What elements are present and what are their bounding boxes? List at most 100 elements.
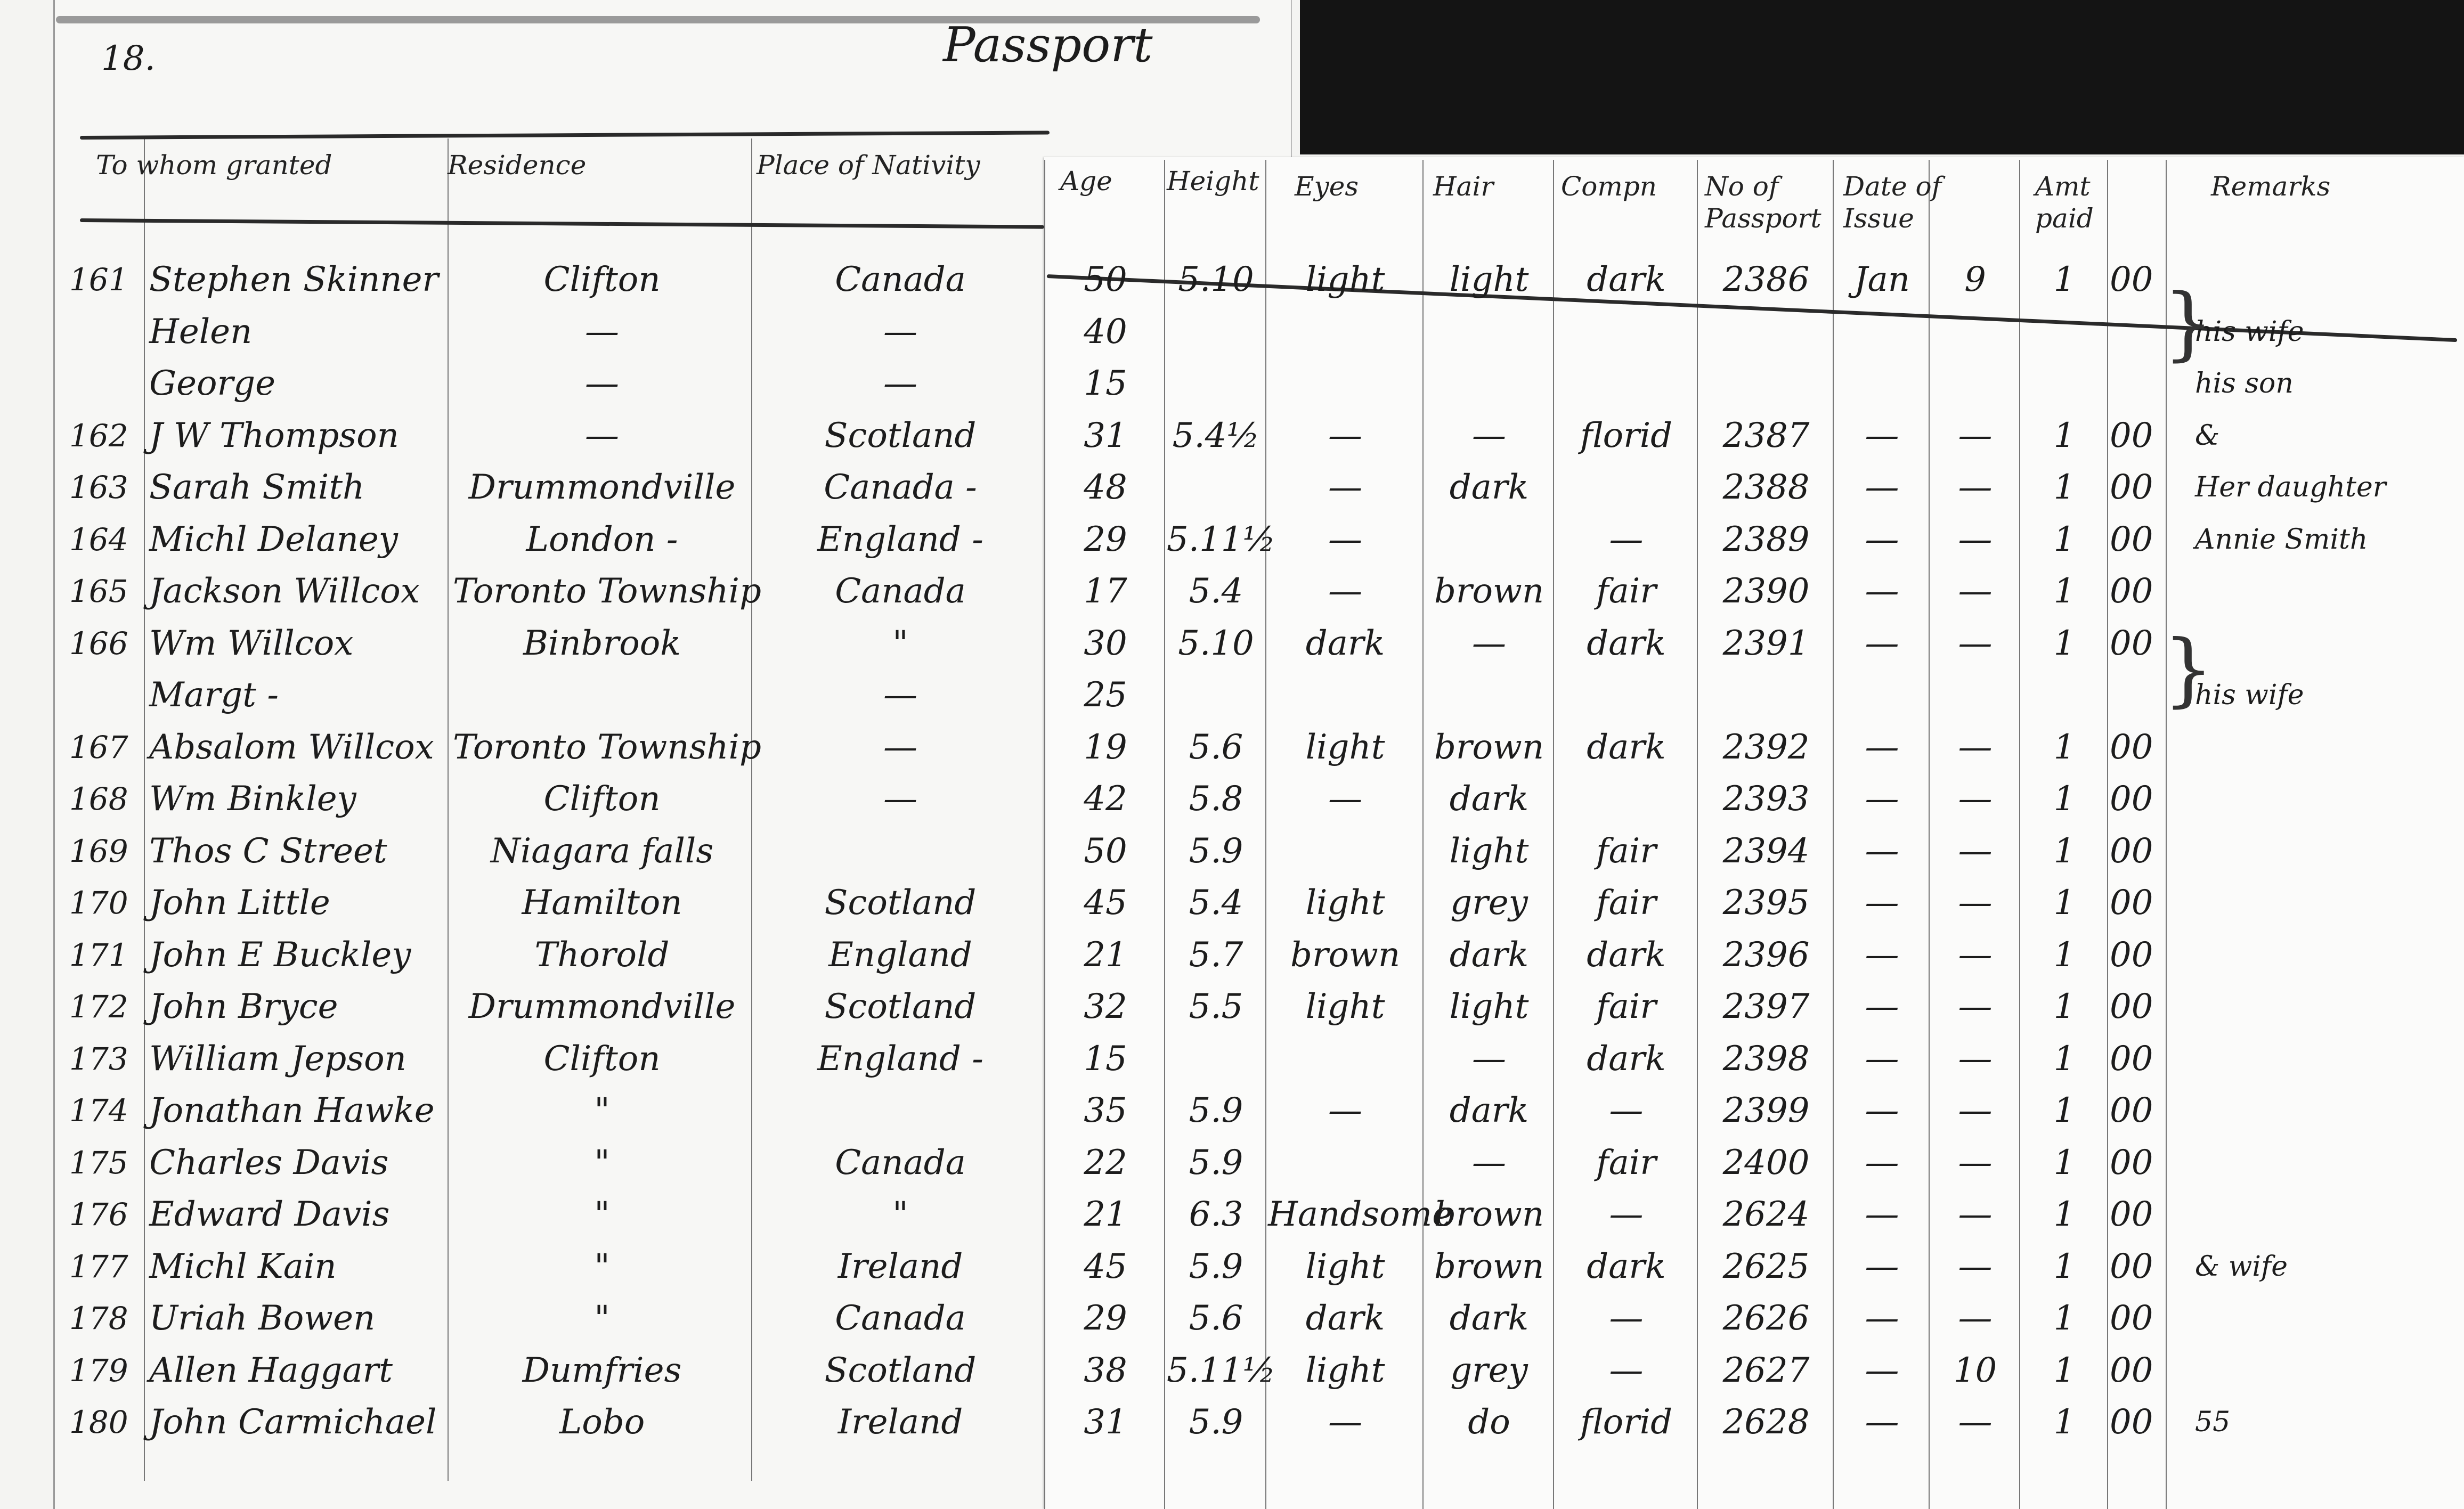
cell-date1: —: [1865, 1350, 1899, 1390]
cell-paid: 1: [2053, 415, 2076, 455]
cell-eyes: light: [1305, 1350, 1385, 1390]
cell-age: 31: [1084, 415, 1127, 455]
column-header: Eyes: [1295, 171, 1359, 202]
cell-passport: 2624: [1722, 1195, 1810, 1234]
cell-comp: —: [1609, 1350, 1644, 1390]
cell-nativity: England -: [817, 519, 983, 559]
cell-height: 5.8: [1189, 779, 1243, 819]
cell-no: 175: [69, 1144, 128, 1181]
cell-name: William Jepson: [149, 1039, 406, 1079]
cell-comp: —: [1609, 1299, 1644, 1338]
cell-eyes: —: [1328, 572, 1362, 611]
cell-date1: —: [1865, 1299, 1899, 1338]
column-rule: [1265, 160, 1266, 1509]
cell-passport: 2392: [1722, 727, 1810, 767]
cell-name: Helen: [149, 312, 253, 352]
cell-residence: ": [594, 1091, 610, 1130]
cell-nativity: —: [883, 779, 917, 819]
column-header: Remarks: [2211, 171, 2331, 202]
column-header: Age: [1060, 166, 1112, 197]
cell-no: 174: [69, 1092, 128, 1129]
cell-no: 163: [69, 469, 128, 505]
cell-height: 5.6: [1189, 727, 1243, 767]
cell-age: 38: [1084, 1350, 1127, 1390]
cell-date2: —: [1958, 779, 1993, 819]
cell-nativity: Scotland: [824, 883, 977, 923]
cell-age: 42: [1084, 779, 1127, 819]
cell-passport: 2626: [1722, 1299, 1810, 1338]
cell-hair: dark: [1449, 468, 1529, 507]
cell-comp: dark: [1587, 623, 1666, 663]
cell-nativity: —: [883, 675, 917, 715]
cell-age: 25: [1084, 675, 1127, 715]
cell-date1: —: [1865, 519, 1899, 559]
cell-no: 168: [69, 781, 128, 817]
cell-date2: —: [1958, 1143, 1993, 1182]
cell-height: 5.4: [1189, 883, 1243, 923]
scan-background: [1300, 0, 2464, 154]
cell-residence: Toronto Township: [453, 727, 761, 767]
cell-age: 15: [1084, 1039, 1127, 1079]
cell-comp: fair: [1596, 987, 1656, 1026]
cell-comp: florid: [1580, 1402, 1673, 1442]
column-rule: [1164, 160, 1165, 1509]
cell-nativity: Canada: [835, 572, 966, 611]
cell-nativity: Scotland: [824, 415, 977, 455]
cell-name: John Bryce: [149, 987, 338, 1026]
cell-paid2: 00: [2110, 468, 2153, 507]
cell-age: 48: [1084, 468, 1127, 507]
cell-age: 21: [1084, 1195, 1127, 1234]
cell-no: 165: [69, 573, 128, 609]
cell-paid: 1: [2053, 1039, 2076, 1079]
cell-passport: 2395: [1722, 883, 1810, 923]
cell-height: 6.3: [1189, 1195, 1243, 1234]
cell-age: 19: [1084, 727, 1127, 767]
cell-residence: Clifton: [543, 1039, 661, 1079]
cell-no: 173: [69, 1040, 128, 1077]
cell-no: 161: [69, 262, 128, 298]
cell-date2: 9: [1964, 260, 1986, 299]
cell-passport: 2627: [1722, 1350, 1810, 1390]
cell-age: 29: [1084, 519, 1127, 559]
cell-residence: London -: [526, 519, 678, 559]
cell-age: 45: [1084, 1246, 1127, 1286]
cell-comp: —: [1609, 1195, 1644, 1234]
cell-comp: florid: [1580, 415, 1673, 455]
cell-residence: ": [594, 1299, 610, 1338]
cell-hair: dark: [1449, 1091, 1529, 1130]
cell-remarks: &: [2195, 419, 2220, 452]
brace-mark: }: [2163, 623, 2214, 716]
cell-name: Wm Willcox: [149, 623, 354, 663]
cell-nativity: Ireland: [837, 1402, 963, 1442]
cell-paid2: 00: [2110, 623, 2153, 663]
cell-age: 35: [1084, 1091, 1127, 1130]
cell-date1: —: [1865, 935, 1899, 975]
cell-eyes: light: [1305, 883, 1385, 923]
cell-height: 5.9: [1189, 1091, 1243, 1130]
cell-eyes: —: [1328, 468, 1362, 507]
cell-nativity: Scotland: [824, 1350, 977, 1390]
cell-date1: —: [1865, 987, 1899, 1026]
cell-height: 5.9: [1189, 831, 1243, 871]
cell-date1: —: [1865, 415, 1899, 455]
cell-age: 29: [1084, 1299, 1127, 1338]
cell-date2: —: [1958, 572, 1993, 611]
cell-paid: 1: [2053, 727, 2076, 767]
cell-nativity: Canada -: [824, 468, 977, 507]
cell-date2: —: [1958, 519, 1993, 559]
cell-comp: fair: [1596, 1143, 1656, 1182]
cell-name: Charles Davis: [149, 1143, 389, 1182]
column-rule: [2107, 160, 2108, 1509]
cell-nativity: ": [892, 623, 908, 663]
cell-hair: dark: [1449, 779, 1529, 819]
cell-no: 177: [69, 1248, 128, 1285]
cell-eyes: Handsome: [1268, 1195, 1453, 1234]
cell-name: John Carmichael: [149, 1402, 437, 1442]
cell-paid2: 00: [2110, 260, 2153, 299]
cell-passport: 2397: [1722, 987, 1810, 1026]
cell-name: Michl Kain: [149, 1246, 337, 1286]
cell-remarks: & wife: [2195, 1250, 2288, 1283]
cell-nativity: Canada: [835, 1299, 966, 1338]
cell-hair: brown: [1434, 727, 1544, 767]
cell-no: 179: [69, 1352, 128, 1389]
